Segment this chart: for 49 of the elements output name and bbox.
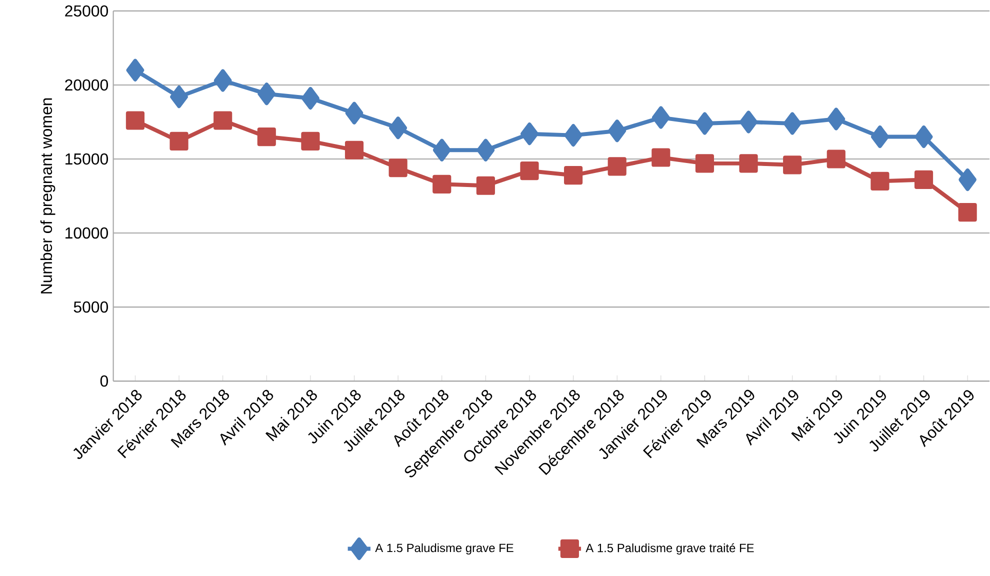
y-tick-label: 10000 — [66, 228, 108, 239]
point — [520, 122, 538, 146]
point — [826, 150, 846, 168]
point — [301, 132, 320, 151]
point — [520, 162, 539, 180]
point — [257, 128, 276, 146]
legend-label: A 1.5 Paludisme grave traité FE — [586, 544, 754, 555]
point — [740, 110, 758, 134]
point — [344, 141, 364, 160]
point — [914, 126, 933, 148]
legend-label: A 1.5 Paludisme grave FE — [375, 544, 514, 555]
point — [564, 124, 582, 147]
point — [608, 120, 626, 142]
point — [739, 154, 758, 173]
point — [608, 157, 626, 176]
point — [432, 139, 451, 162]
point — [301, 87, 320, 110]
y-tick-label: 0 — [100, 376, 108, 387]
point — [170, 86, 188, 108]
y-tick-label: 25000 — [65, 6, 108, 17]
point — [652, 106, 670, 130]
point — [870, 126, 889, 148]
point — [432, 175, 452, 194]
y-axis-title: Number of pregnant women — [40, 98, 56, 294]
point — [783, 156, 802, 174]
y-tick-label: 5000 — [74, 302, 108, 313]
point — [783, 112, 802, 135]
point — [258, 82, 276, 106]
point — [914, 170, 934, 190]
point — [958, 203, 977, 222]
point — [870, 172, 890, 191]
point — [827, 108, 846, 131]
point — [695, 154, 714, 173]
point — [388, 158, 408, 178]
point — [958, 168, 977, 192]
point — [389, 116, 408, 140]
point — [126, 111, 144, 130]
point — [214, 69, 232, 92]
point — [126, 59, 144, 82]
point — [564, 166, 583, 185]
point — [170, 132, 188, 151]
point — [652, 148, 670, 168]
point — [696, 112, 714, 135]
point — [214, 111, 232, 130]
point — [476, 176, 495, 196]
point — [476, 139, 495, 162]
y-tick-label: 15000 — [66, 154, 108, 165]
point — [345, 102, 364, 125]
y-tick-label: 20000 — [65, 80, 108, 91]
